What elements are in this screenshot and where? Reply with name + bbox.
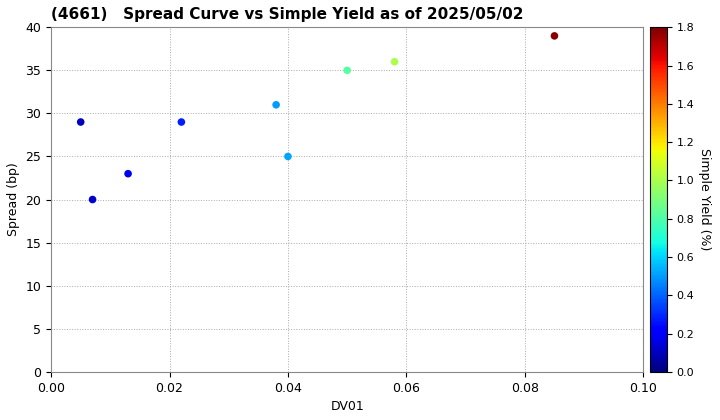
Point [549,32,560,39]
X-axis label: DV01: DV01 [330,400,364,413]
Point [176,119,187,126]
Y-axis label: Spread (bp): Spread (bp) [7,163,20,236]
Point [389,58,400,65]
Point [282,153,294,160]
Y-axis label: Simple Yield (%): Simple Yield (%) [698,148,711,251]
Point [341,67,353,74]
Text: (4661)   Spread Curve vs Simple Yield as of 2025/05/02: (4661) Spread Curve vs Simple Yield as o… [51,7,523,22]
Point [122,171,134,177]
Point [87,196,99,203]
Point [75,119,86,126]
Point [271,102,282,108]
